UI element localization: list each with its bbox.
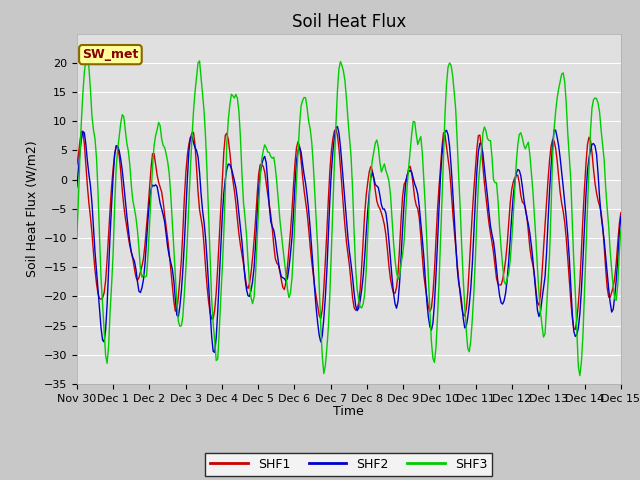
X-axis label: Time: Time [333, 405, 364, 418]
Y-axis label: Soil Heat Flux (W/m2): Soil Heat Flux (W/m2) [25, 141, 38, 277]
Text: SW_met: SW_met [82, 48, 139, 61]
Title: Soil Heat Flux: Soil Heat Flux [292, 12, 406, 31]
Legend: SHF1, SHF2, SHF3: SHF1, SHF2, SHF3 [205, 453, 492, 476]
